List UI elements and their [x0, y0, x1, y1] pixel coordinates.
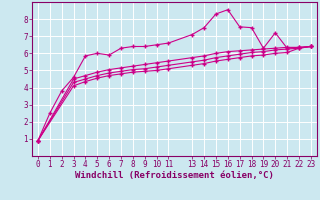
X-axis label: Windchill (Refroidissement éolien,°C): Windchill (Refroidissement éolien,°C) [75, 171, 274, 180]
